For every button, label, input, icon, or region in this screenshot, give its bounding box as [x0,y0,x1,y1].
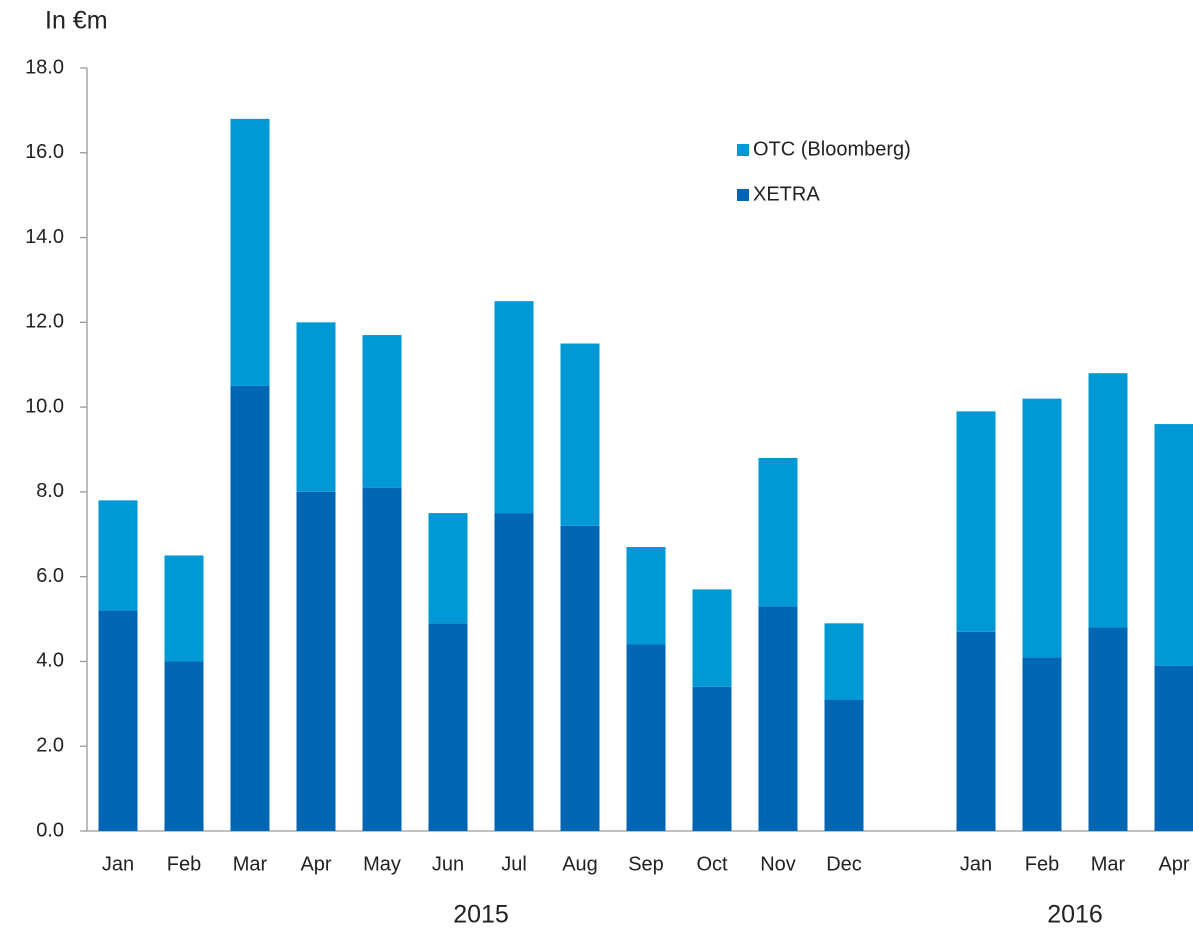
y-tick-label: 18.0 [25,56,64,78]
x-tick-label: Apr [1158,853,1189,875]
bar-segment [1154,424,1193,666]
bar-segment [230,385,270,831]
bar-segment [494,513,534,831]
bar-segment [362,487,402,831]
y-tick-label: 0.0 [36,819,64,841]
y-tick-label: 16.0 [25,141,64,163]
bar-segment [1154,665,1193,831]
bar-segment [362,335,402,488]
y-tick-label: 2.0 [36,735,64,757]
bar-segment [626,546,666,645]
bar-segment [758,457,798,607]
bar-segment [98,610,138,831]
y-tick-label: 10.0 [25,395,64,417]
bar-segment [164,661,204,831]
year-label: 2016 [1047,901,1103,929]
x-tick-label: May [363,853,401,875]
x-tick-label: Oct [696,853,728,875]
bar-segment [296,491,336,831]
y-tick-label: 8.0 [36,480,64,502]
x-tick-label: Mar [1091,853,1126,875]
legend-swatch [737,189,749,201]
bar-segment [1088,373,1128,628]
bar-segment [824,699,864,831]
bar-segment [296,322,336,492]
x-tick-label: Feb [1025,853,1059,875]
bar-segment [758,606,798,831]
bar-segment [626,644,666,831]
legend-label: OTC (Bloomberg) [753,138,911,160]
x-tick-label: Nov [760,853,796,875]
y-tick-label: 12.0 [25,311,64,333]
bar-segment [494,301,534,514]
legend-swatch [737,144,749,156]
bar-segment [164,555,204,662]
legend-label: XETRA [753,183,820,205]
bar-segment [1088,627,1128,831]
bar-segment [560,525,600,831]
bar-segment [956,411,996,632]
x-tick-label: Jan [960,853,992,875]
bar-segment [956,631,996,831]
x-tick-label: Jun [432,853,464,875]
x-tick-label: Aug [562,853,598,875]
x-tick-label: Sep [628,853,664,875]
x-tick-label: Feb [167,853,201,875]
bar-segment [692,686,732,831]
y-tick-label: 6.0 [36,565,64,587]
bar-segment [428,623,468,831]
y-tick-label: 4.0 [36,650,64,672]
y-axis-label: In €m [45,7,108,35]
bar-segment [428,513,468,624]
bar-segment [1022,398,1062,658]
x-tick-label: Apr [300,853,331,875]
x-tick-label: Jan [102,853,134,875]
bar-segment [1022,657,1062,831]
bar-segment [560,343,600,526]
bar-segment [98,500,138,611]
x-tick-label: Mar [233,853,268,875]
x-tick-label: Jul [501,853,527,875]
x-tick-label: Dec [826,853,862,875]
year-label: 2015 [453,901,509,929]
y-tick-label: 14.0 [25,226,64,248]
bar-segment [692,589,732,687]
bar-segment [230,118,270,386]
bar-segment [824,623,864,700]
